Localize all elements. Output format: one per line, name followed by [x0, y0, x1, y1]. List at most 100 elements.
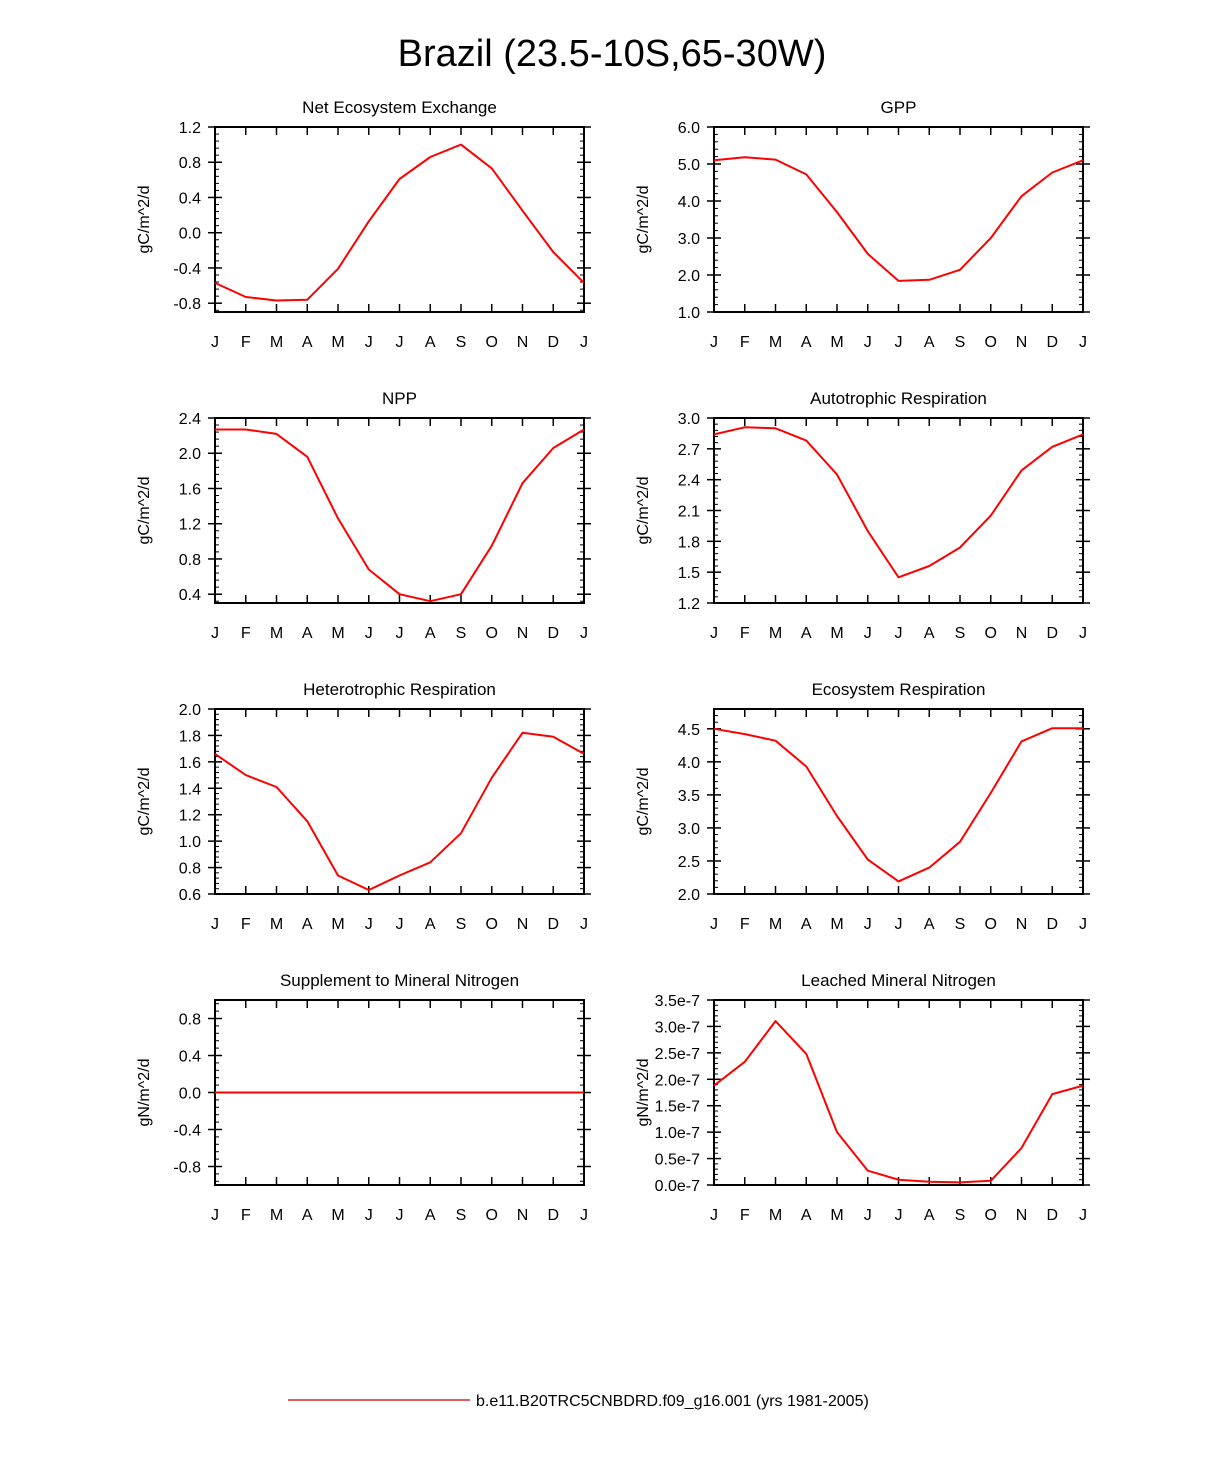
x-tick-label: J — [580, 916, 588, 933]
x-tick-label: O — [985, 1207, 997, 1224]
x-tick-label: M — [270, 625, 283, 642]
y-tick-label: 1.6 — [179, 755, 201, 772]
x-tick-label: A — [425, 916, 436, 933]
panel-title: NPP — [382, 389, 417, 408]
y-axis-label: gN/m^2/d — [136, 1059, 153, 1127]
x-tick-label: A — [924, 334, 935, 351]
x-tick-label: S — [456, 334, 467, 351]
panel-7: Supplement to Mineral Nitrogen J F M A M J J A S O… — [136, 971, 591, 1224]
panel-3: NPP J F M A M J J A S O N D J 0.4 0.8 1.2 1.6 2.0 2.4 gC/m^2… — [136, 389, 591, 642]
x-tick-label: M — [830, 334, 843, 351]
y-tick-label: -0.4 — [173, 261, 201, 278]
x-tick-label: J — [580, 625, 588, 642]
x-tick-label: A — [801, 334, 812, 351]
series-line — [214, 143, 585, 302]
x-tick-label: F — [241, 916, 251, 933]
x-tick-label: A — [302, 625, 313, 642]
y-tick-label: 1.2 — [179, 808, 201, 825]
x-tick-label: J — [895, 625, 903, 642]
x-tick-label: F — [241, 334, 251, 351]
y-tick-label: 4.0 — [678, 755, 700, 772]
y-tick-label: 4.5 — [678, 722, 700, 739]
panel-title: Leached Mineral Nitrogen — [801, 971, 996, 990]
x-tick-label: J — [396, 625, 404, 642]
figure-title: Brazil (23.5-10S,65-30W) — [398, 33, 827, 75]
x-tick-label: N — [517, 916, 529, 933]
x-tick-label: S — [955, 1207, 966, 1224]
panel-title: Supplement to Mineral Nitrogen — [280, 971, 519, 990]
x-tick-label: J — [864, 916, 872, 933]
x-tick-label: O — [486, 916, 498, 933]
x-tick-label: S — [456, 1207, 467, 1224]
y-tick-label: 3.5 — [678, 788, 700, 805]
x-tick-label: M — [769, 1207, 782, 1224]
y-tick-label: 2.0 — [678, 887, 700, 904]
y-tick-label: 2.4 — [678, 473, 700, 490]
y-tick-label: 0.4 — [179, 190, 201, 207]
y-axis-label: gN/m^2/d — [635, 1059, 652, 1127]
x-tick-label: D — [547, 916, 559, 933]
x-tick-label: M — [270, 1207, 283, 1224]
x-tick-label: M — [830, 1207, 843, 1224]
x-tick-label: F — [241, 1207, 251, 1224]
y-tick-label: -0.8 — [173, 1160, 201, 1177]
x-tick-label: D — [1046, 334, 1058, 351]
x-tick-label: O — [486, 625, 498, 642]
x-tick-label: J — [211, 1207, 219, 1224]
y-tick-label: 3.0e-7 — [655, 1019, 700, 1036]
y-tick-label: 1.0 — [678, 305, 700, 322]
x-tick-label: J — [580, 334, 588, 351]
x-tick-label: S — [456, 916, 467, 933]
panel-8: Leached Mineral Nitrogen J F M A M J J A S O N D J 0.0… — [635, 971, 1090, 1224]
x-tick-label: J — [864, 1207, 872, 1224]
x-tick-label: O — [486, 334, 498, 351]
plot-frame — [713, 708, 1084, 895]
x-tick-label: N — [1016, 916, 1028, 933]
x-tick-label: A — [302, 916, 313, 933]
x-tick-label: M — [270, 334, 283, 351]
x-tick-label: N — [1016, 625, 1028, 642]
panel-title: Net Ecosystem Exchange — [302, 98, 497, 117]
x-tick-label: S — [955, 334, 966, 351]
y-tick-label: 2.0 — [678, 268, 700, 285]
panel-title: GPP — [881, 98, 917, 117]
x-tick-label: N — [1016, 1207, 1028, 1224]
y-tick-label: 3.0 — [678, 231, 700, 248]
x-tick-label: F — [740, 916, 750, 933]
x-tick-label: J — [211, 334, 219, 351]
y-tick-label: 2.1 — [678, 504, 700, 521]
x-tick-label: A — [924, 916, 935, 933]
x-tick-label: J — [211, 916, 219, 933]
x-tick-label: M — [830, 916, 843, 933]
x-tick-label: D — [1046, 625, 1058, 642]
y-tick-label: 0.8 — [179, 1012, 201, 1029]
panel-title: Ecosystem Respiration — [812, 680, 986, 699]
y-tick-label: 1.0 — [179, 834, 201, 851]
y-tick-label: 2.7 — [678, 442, 700, 459]
x-tick-label: F — [241, 625, 251, 642]
x-tick-label: D — [547, 334, 559, 351]
y-axis-label: gC/m^2/d — [136, 186, 153, 254]
x-tick-label: J — [365, 1207, 373, 1224]
panel-1: Net Ecosystem Exchange J F M A M J J A S O N D J -0.8 -… — [136, 98, 591, 351]
y-tick-label: 2.0e-7 — [655, 1072, 700, 1089]
x-tick-label: J — [895, 1207, 903, 1224]
series-line — [713, 156, 1084, 282]
x-tick-label: M — [331, 916, 344, 933]
x-tick-label: M — [769, 334, 782, 351]
x-tick-label: S — [955, 625, 966, 642]
x-tick-label: A — [425, 625, 436, 642]
x-tick-label: J — [396, 916, 404, 933]
y-tick-label: 3.0 — [678, 821, 700, 838]
x-tick-label: F — [740, 334, 750, 351]
x-tick-label: A — [302, 334, 313, 351]
y-tick-label: 0.5e-7 — [655, 1152, 700, 1169]
x-tick-label: N — [517, 334, 529, 351]
x-tick-label: N — [517, 1207, 529, 1224]
y-tick-label: 1.2 — [179, 517, 201, 534]
y-tick-label: 2.0 — [179, 702, 201, 719]
x-tick-label: O — [985, 334, 997, 351]
plot-frame — [214, 417, 585, 604]
x-tick-label: A — [302, 1207, 313, 1224]
chart-panels: Net Ecosystem Exchange J F M A M J J A S O N D J -0.8 -… — [136, 98, 1090, 1224]
